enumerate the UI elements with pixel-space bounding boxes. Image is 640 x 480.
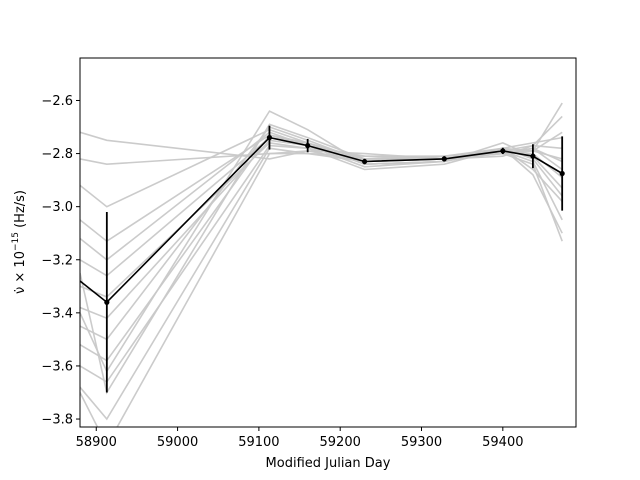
y-tick-label-1: −2.8 [41, 147, 73, 162]
mean-point-3 [266, 135, 273, 141]
y-tick-label-4: −3.4 [41, 306, 73, 321]
x-tick-label-59100: 59100 [238, 435, 279, 450]
x-axis: 58900 59000 59100 59200 59300 59400 [76, 427, 523, 450]
x-tick-label-58900: 58900 [76, 435, 117, 450]
y-axis-label-times: × 10 [13, 251, 28, 287]
y-tick-label-5: −3.6 [41, 359, 73, 374]
y-axis-label: ν̇ × 10−15 (Hz/s) [11, 190, 28, 294]
sample-line-1 [80, 131, 563, 160]
x-tick-label-59300: 59300 [401, 435, 442, 450]
y-axis-label-symbol: ν̇ [13, 287, 28, 294]
y-tick-label-0: −2.6 [41, 94, 73, 109]
y-tick-label-3: −3.2 [41, 253, 73, 268]
mean-point-6 [441, 156, 447, 162]
x-tick-label-59400: 59400 [482, 435, 523, 450]
mean-point-8 [530, 153, 536, 159]
mean-point-2 [104, 299, 110, 305]
mean-point-5 [361, 158, 368, 165]
y-axis-label-unit: (Hz/s) [13, 190, 28, 232]
plot-frame [79, 57, 577, 428]
mean-point-4 [305, 143, 311, 149]
mean-point-7 [500, 148, 506, 154]
y-tick-label-2: −3.0 [41, 200, 73, 215]
x-tick-label-59000: 59000 [157, 435, 198, 450]
y-axis-label-exponent: −15 [11, 232, 21, 251]
mean-series [80, 125, 565, 393]
x-axis-label: Modified Julian Day [266, 456, 391, 471]
y-tick-label-6: −3.8 [41, 413, 73, 428]
mean-point-9 [559, 170, 565, 177]
x-tick-label-59200: 59200 [320, 435, 361, 450]
sample-line-13 [80, 110, 563, 373]
y-axis: −2.6 −2.8 −3.0 −3.2 −3.4 −3.6 −3.8 [41, 94, 80, 428]
